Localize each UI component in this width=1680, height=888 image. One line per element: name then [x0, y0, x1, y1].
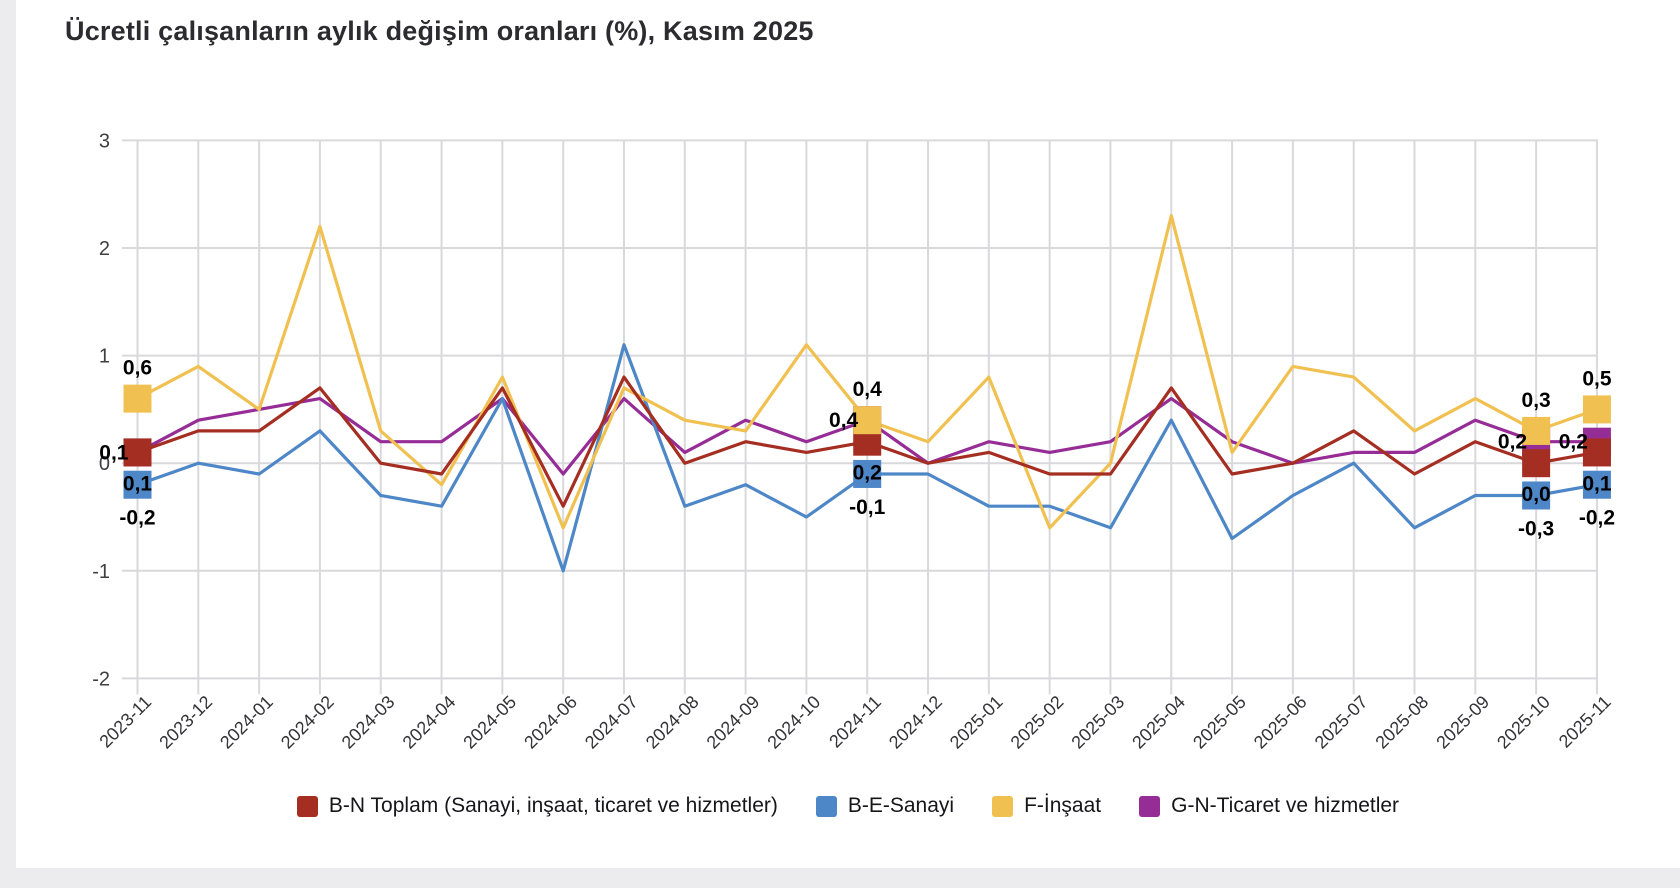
legend-label-be: B-E-Sanayi — [847, 794, 955, 817]
data-point-marker-f — [1582, 395, 1611, 424]
x-axis-tick-label: 2024-07 — [581, 692, 642, 753]
x-axis-tick-label: 2025-01 — [946, 692, 1007, 753]
data-point-marker-be — [853, 459, 882, 488]
data-label-f: 0,4 — [853, 378, 883, 401]
x-axis-tick-label: 2024-05 — [459, 692, 520, 753]
x-axis-tick-label: 2023-12 — [155, 692, 216, 753]
data-label-gn: 0,1 — [99, 441, 129, 464]
y-axis-tick-label: -1 — [92, 561, 110, 583]
data-label-be: -0,2 — [119, 507, 155, 530]
chart-card: Ücretli çalışanların aylık değişim oranl… — [16, 0, 1680, 868]
legend-item-be[interactable]: B-E-Sanayi — [815, 794, 955, 818]
data-label-be: -0,3 — [1518, 517, 1554, 540]
x-axis-tick-label: 2025-11 — [1555, 692, 1615, 752]
legend-swatch-gn — [1139, 795, 1161, 817]
data-label-gn: 0,2 — [1498, 431, 1527, 454]
data-label-bn: 0,1 — [123, 472, 153, 495]
x-axis-tick-label: 2024-11 — [825, 692, 885, 752]
y-axis-tick-label: 2 — [99, 238, 110, 260]
data-label-gn: 0,2 — [1559, 431, 1588, 454]
data-label-bn: 0,1 — [1582, 472, 1612, 495]
x-axis-tick-label: 2025-08 — [1371, 692, 1432, 753]
x-axis-tick-label: 2023-11 — [95, 692, 155, 752]
legend-item-bn[interactable]: B-N Toplam (Sanayi, inşaat, ticaret ve h… — [296, 794, 778, 818]
data-point-marker-bn — [123, 438, 152, 467]
x-axis-tick-label: 2024-02 — [277, 692, 338, 753]
x-axis-tick-label: 2024-08 — [642, 692, 703, 753]
legend-swatch-f — [992, 795, 1014, 817]
data-point-marker-be — [1522, 481, 1551, 510]
y-axis-tick-label: 1 — [99, 346, 110, 368]
data-label-be: -0,1 — [849, 496, 886, 519]
x-axis-tick-label: 2024-12 — [885, 692, 946, 753]
data-point-marker-bn — [1522, 449, 1551, 478]
legend-swatch-bn — [296, 795, 318, 817]
x-axis-tick-label: 2025-04 — [1128, 692, 1189, 753]
x-axis-tick-label: 2024-03 — [338, 692, 399, 753]
data-label-gn: 0,4 — [829, 409, 859, 432]
legend-item-gn[interactable]: G-N-Ticaret ve hizmetler — [1139, 794, 1399, 818]
data-point-marker-be — [1582, 470, 1611, 499]
data-point-marker-bn — [1582, 438, 1611, 467]
data-label-f: 0,3 — [1522, 389, 1551, 412]
y-axis-tick-label: 3 — [99, 130, 110, 152]
y-axis-tick-label: 0 — [99, 453, 110, 475]
data-label-be: -0,2 — [1579, 507, 1615, 530]
data-label-bn: 0,2 — [853, 462, 882, 485]
x-axis-tick-label: 2024-01 — [216, 692, 277, 753]
data-label-bn: 0,0 — [1522, 483, 1551, 506]
x-axis-tick-label: 2024-06 — [520, 692, 581, 753]
x-axis-tick-label: 2024-04 — [399, 692, 460, 753]
legend-item-f[interactable]: F-İnşaat — [992, 794, 1101, 818]
x-axis-tick-label: 2025-09 — [1432, 692, 1493, 753]
data-point-marker-f — [1522, 416, 1551, 445]
x-axis-tick-label: 2025-07 — [1311, 692, 1372, 753]
x-axis-tick-label: 2024-10 — [763, 692, 824, 753]
data-point-marker-be — [123, 470, 152, 499]
y-axis-tick-label: -2 — [92, 668, 110, 690]
data-point-marker-f — [853, 406, 882, 435]
x-axis-tick-label: 2025-06 — [1250, 692, 1311, 753]
legend-label-bn: B-N Toplam (Sanayi, inşaat, ticaret ve h… — [328, 794, 778, 817]
data-label-f: 0,5 — [1582, 367, 1612, 390]
legend-label-f: F-İnşaat — [1024, 794, 1102, 817]
data-label-f: 0,6 — [123, 357, 152, 380]
chart-legend: B-N Toplam (Sanayi, inşaat, ticaret ve h… — [16, 794, 1680, 818]
data-point-marker-f — [123, 384, 152, 413]
x-axis-tick-label: 2025-10 — [1493, 692, 1554, 753]
x-axis-tick-label: 2025-02 — [1007, 692, 1068, 753]
legend-swatch-be — [815, 795, 837, 817]
x-axis-tick-label: 2024-09 — [703, 692, 764, 753]
x-axis-tick-label: 2025-03 — [1067, 692, 1128, 753]
legend-label-gn: G-N-Ticaret ve hizmetler — [1171, 794, 1400, 817]
x-axis-tick-label: 2025-05 — [1189, 692, 1250, 753]
chart-title: Ücretli çalışanların aylık değişim oranl… — [65, 16, 814, 46]
